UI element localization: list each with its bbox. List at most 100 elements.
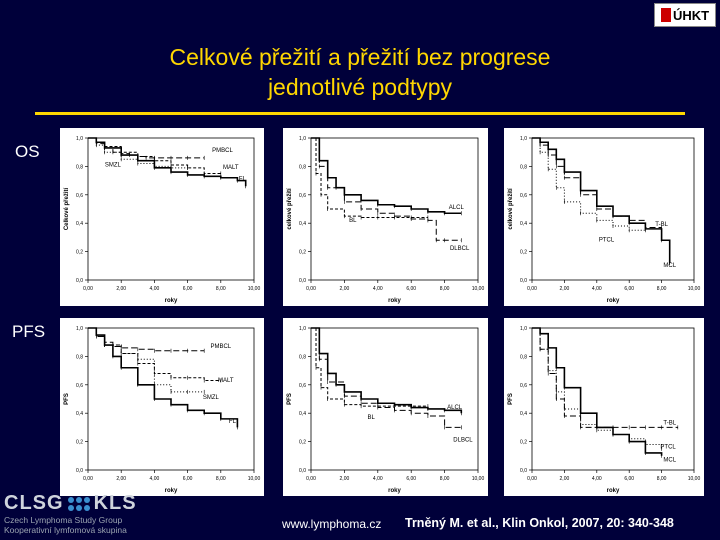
series-label: BL <box>367 415 375 421</box>
y-tick-label: 0,2 <box>76 250 83 256</box>
x-tick-label: 8,00 <box>216 286 226 292</box>
x-tick-label: 6,00 <box>624 476 634 482</box>
pfs-row-label: PFS <box>12 322 46 341</box>
chart-pfs-3: 0,0 0,2 0,4 0,6 0,8 1,0 0,00 2,00 4,00 6,00 8,00 10… <box>508 326 700 494</box>
panel-pfs-2: 0,0 0,2 0,4 0,6 0,8 1,0 0,00 2,00 4,00 6,00 8,00 10… <box>283 318 488 496</box>
clsg-subtitle-1: Czech Lymphoma Study Group <box>4 515 123 525</box>
y-tick-label: 1,0 <box>520 136 527 142</box>
y-tick-label: 0,0 <box>299 278 306 284</box>
series-label: PMBCL <box>212 148 233 154</box>
series-label: DLBCL <box>450 246 470 252</box>
series-label: SMZL <box>203 395 220 401</box>
chart-os-2: 0,0 0,2 0,4 0,6 0,8 1,0 0,00 2,00 4,00 6,00 8,00 10… <box>287 136 484 304</box>
y-tick-label: 0,8 <box>76 164 83 170</box>
x-tick-label: 0,00 <box>83 286 93 292</box>
chart-pfs-1: 0,0 0,2 0,4 0,6 0,8 1,0 0,00 2,00 4,00 6,00 8,00 10… <box>64 326 261 494</box>
panel-os-2: 0,0 0,2 0,4 0,6 0,8 1,0 0,00 2,00 4,00 6,00 8,00 10… <box>283 128 488 306</box>
clsg-dots-icon <box>67 496 90 511</box>
x-tick-label: 2,00 <box>116 286 126 292</box>
x-tick-label: 4,00 <box>592 476 602 482</box>
x-tick-label: 8,00 <box>440 476 450 482</box>
x-tick-label: 0,00 <box>306 286 316 292</box>
y-tick-label: 0,0 <box>520 468 527 474</box>
series-label: PMBCL <box>210 344 231 350</box>
series-label: T-BL <box>655 222 668 228</box>
panel-os-3: 0,0 0,2 0,4 0,6 0,8 1,0 0,00 2,00 4,00 6,00 8,00 10… <box>504 128 704 306</box>
x-tick-label: 10,00 <box>248 476 261 482</box>
y-tick-label: 0,8 <box>76 354 83 360</box>
y-tick-label: 0,8 <box>520 354 527 360</box>
y-axis-label: PFS <box>64 393 70 405</box>
chart-os-1: 0,0 0,2 0,4 0,6 0,8 1,0 0,00 2,00 4,00 6,00 8,00 10… <box>64 136 261 304</box>
x-axis-label: roky <box>607 298 620 304</box>
title-line-1: Celkové přežití a přežití bez progrese <box>169 44 551 70</box>
y-tick-label: 0,4 <box>76 411 83 417</box>
x-tick-label: 10,00 <box>472 476 485 482</box>
x-tick-label: 4,00 <box>592 286 602 292</box>
clsg-subtitle-2: Kooperativní lymfomová skupina <box>4 525 127 535</box>
chart-os-3: 0,0 0,2 0,4 0,6 0,8 1,0 0,00 2,00 4,00 6,00 8,00 10… <box>508 136 700 304</box>
y-tick-label: 1,0 <box>76 326 83 332</box>
series-label: PTCL <box>599 238 615 244</box>
series-t-bl-line <box>532 327 678 428</box>
plot-frame <box>310 327 479 471</box>
clsg-logo: CLSG KLS Czech Lymphoma Study Group Koop… <box>4 492 137 535</box>
series-label: BL <box>349 218 357 224</box>
x-tick-label: 4,00 <box>150 286 160 292</box>
x-tick-label: 10,00 <box>248 286 261 292</box>
y-tick-label: 0,8 <box>299 164 306 170</box>
logo-mark-icon <box>660 8 671 22</box>
series-smzl-line <box>88 327 205 393</box>
series-label: MCL <box>663 263 676 269</box>
series-alcl-line <box>311 327 463 414</box>
x-tick-label: 4,00 <box>150 476 160 482</box>
x-axis-label: roky <box>165 488 178 494</box>
x-tick-label: 8,00 <box>657 476 667 482</box>
os-row-label: OS <box>15 142 40 161</box>
x-tick-label: 6,00 <box>183 286 193 292</box>
series-smzl-line <box>88 137 188 169</box>
y-tick-label: 0,2 <box>299 440 306 446</box>
clsg-name: CLSG <box>4 492 64 514</box>
x-tick-label: 6,00 <box>406 476 416 482</box>
y-tick-label: 0,6 <box>299 193 306 199</box>
y-tick-label: 0,6 <box>299 383 306 389</box>
y-tick-label: 0,2 <box>520 440 527 446</box>
y-tick-label: 0,2 <box>299 250 306 256</box>
series-fl-line <box>88 327 239 428</box>
y-tick-label: 0,6 <box>520 383 527 389</box>
y-axis-label: PFS <box>508 393 514 405</box>
series-bl-line <box>311 137 428 219</box>
y-tick-label: 0,0 <box>520 278 527 284</box>
x-axis-label: roky <box>388 488 401 494</box>
series-t-bl-line <box>532 137 662 228</box>
series-malt-line <box>88 137 221 174</box>
x-tick-label: 0,00 <box>527 286 537 292</box>
panel-pfs-3: 0,0 0,2 0,4 0,6 0,8 1,0 0,00 2,00 4,00 6,00 8,00 10… <box>504 318 704 496</box>
y-tick-label: 1,0 <box>299 136 306 142</box>
y-axis-label: celkové přežití <box>508 188 514 230</box>
x-axis-label: roky <box>607 488 620 494</box>
citation: Trněný M. et al., Klin Onkol, 2007, 20: … <box>405 516 674 530</box>
lymphoma-link[interactable]: www.lymphoma.cz <box>282 517 382 531</box>
plot-frame <box>531 137 695 281</box>
x-tick-label: 8,00 <box>440 286 450 292</box>
panel-pfs-1: 0,0 0,2 0,4 0,6 0,8 1,0 0,00 2,00 4,00 6,00 8,00 10… <box>60 318 264 496</box>
x-tick-label: 2,00 <box>560 286 570 292</box>
series-label: MCL <box>663 457 676 463</box>
plot-frame <box>87 327 255 471</box>
series-label: PTCL <box>660 445 676 451</box>
x-tick-label: 2,00 <box>340 286 350 292</box>
plot-frame <box>310 137 479 281</box>
series-mcl-line <box>532 137 671 263</box>
x-tick-label: 0,00 <box>83 476 93 482</box>
y-axis-label: celkové přežití <box>287 188 293 230</box>
y-tick-label: 0,0 <box>76 278 83 284</box>
title-underline <box>35 112 685 115</box>
x-tick-label: 2,00 <box>340 476 350 482</box>
logo-text: ÚHKT <box>672 7 710 23</box>
series-mcl-line <box>532 327 663 456</box>
x-tick-label: 0,00 <box>306 476 316 482</box>
x-tick-label: 6,00 <box>406 286 416 292</box>
series-label: SMZL <box>105 162 122 168</box>
